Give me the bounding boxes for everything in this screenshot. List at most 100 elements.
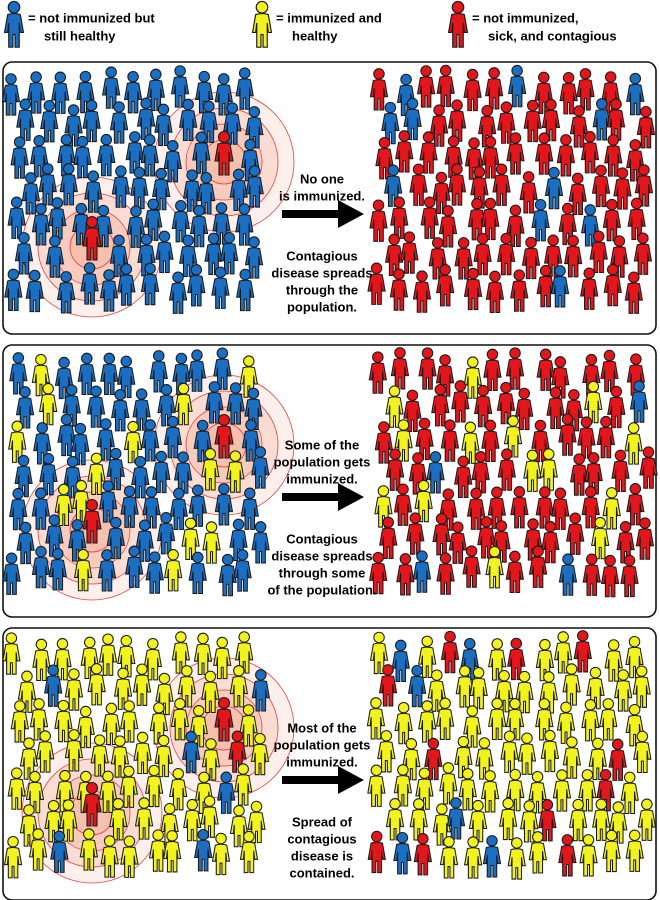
person-icon (145, 551, 164, 594)
person-icon (463, 267, 483, 311)
person-body (463, 367, 482, 399)
person-body (469, 677, 488, 710)
person-icon (109, 798, 128, 841)
person-head (248, 165, 261, 177)
person-icon (178, 98, 198, 142)
person-body (507, 848, 526, 880)
person-body (226, 393, 245, 425)
person-head (177, 451, 189, 463)
person-head (47, 664, 59, 676)
person-icon (467, 198, 487, 241)
person-icon (99, 269, 119, 312)
person-icon (101, 66, 121, 109)
person-head (421, 635, 433, 648)
person-body (458, 779, 477, 811)
status-text: population gets (274, 454, 371, 469)
person-body (48, 558, 67, 591)
person-head (538, 71, 550, 84)
person-icon (395, 130, 414, 173)
person-icon (133, 731, 152, 775)
person-head (223, 231, 236, 244)
person-head (561, 413, 574, 425)
person-icon (137, 233, 156, 277)
person-body (39, 393, 58, 426)
person-body (528, 842, 547, 874)
person-head (509, 204, 522, 217)
person-icon (251, 669, 270, 712)
person-head (102, 633, 114, 645)
status-text: immunized. (286, 471, 358, 486)
person-icon (569, 105, 589, 148)
person-icon (604, 134, 623, 177)
person-icon (213, 636, 232, 680)
person-body (156, 522, 176, 555)
person-body (194, 839, 213, 872)
person-icon (454, 455, 473, 498)
person-head (93, 734, 106, 746)
outcome-text: contagious (287, 831, 356, 846)
person-icon (378, 664, 398, 707)
person-body (178, 109, 198, 142)
person-icon (420, 196, 439, 239)
person-body (14, 243, 34, 275)
person-icon (4, 268, 23, 311)
person-head (509, 768, 522, 781)
person-head (370, 764, 383, 777)
person-body (497, 243, 516, 276)
person-body (236, 279, 255, 312)
person-head (480, 516, 493, 528)
person-icon (620, 554, 639, 598)
person-head (23, 804, 35, 816)
person-body (558, 845, 577, 877)
person-body (603, 274, 622, 307)
person-icon (463, 836, 483, 879)
person-head (66, 455, 79, 468)
arrow (282, 483, 364, 511)
person-body (111, 399, 130, 432)
person-head (244, 487, 256, 500)
person-icon (626, 72, 645, 116)
person-head (582, 834, 595, 846)
person-icon (205, 381, 224, 424)
person-body (385, 459, 405, 491)
person-head (19, 521, 32, 534)
person-head (491, 697, 503, 710)
person-icon (187, 264, 206, 307)
person-icon (189, 204, 209, 248)
person-icon (32, 638, 51, 682)
person-icon (551, 487, 570, 530)
person-icon (391, 639, 410, 683)
person-head (205, 521, 218, 533)
person-head (208, 381, 221, 393)
person-body (79, 839, 99, 871)
person-body (602, 840, 621, 873)
person-icon (211, 266, 230, 309)
person-head (85, 99, 98, 112)
person-head (127, 70, 139, 83)
person-head (51, 197, 64, 209)
person-head (153, 702, 165, 714)
person-head (462, 768, 474, 780)
person-head (65, 384, 78, 396)
person-body (416, 76, 436, 108)
person-icon (531, 198, 550, 242)
person-head (628, 829, 641, 842)
person-body (394, 712, 413, 745)
person-icon (31, 545, 51, 589)
person-body (412, 561, 432, 593)
person-icon (192, 131, 211, 174)
person-head (204, 448, 217, 460)
person-icon (523, 99, 542, 143)
person-head (85, 215, 99, 229)
person-icon (613, 167, 632, 210)
person-head (103, 269, 115, 281)
person-icon (181, 730, 201, 774)
person-body (550, 276, 570, 308)
person-icon (73, 135, 92, 179)
person-head (416, 270, 428, 282)
person-body (189, 215, 209, 248)
person-head (33, 698, 45, 710)
person-head (155, 167, 167, 180)
person-body (523, 460, 542, 492)
person-head (498, 669, 510, 682)
